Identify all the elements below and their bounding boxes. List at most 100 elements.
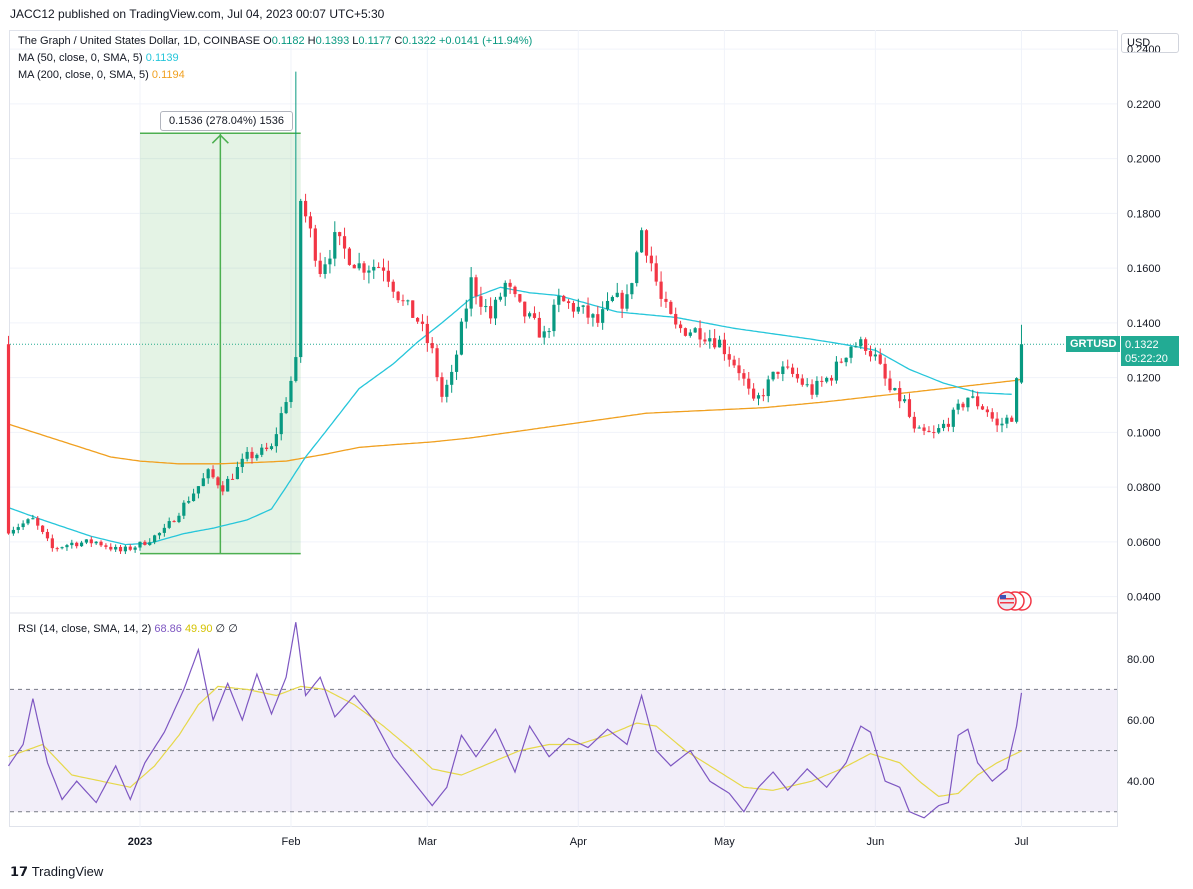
publisher-line: JACC12 published on TradingView.com, Jul…	[10, 7, 385, 21]
candle-body	[790, 367, 795, 374]
candle-body	[703, 339, 707, 342]
candle-body	[367, 270, 371, 273]
rsi-extra-1: ∅	[215, 623, 226, 635]
candle-body	[1019, 344, 1024, 383]
high-value: 0.1393	[315, 35, 350, 47]
legend-rsi[interactable]: RSI (14, close, SMA, 14, 2) 68.86 49.90 …	[18, 621, 238, 638]
currency-button[interactable]: USD	[1121, 33, 1179, 53]
candle-body	[347, 248, 352, 265]
candle-body	[55, 548, 59, 550]
candle-body	[435, 348, 439, 378]
candle-body	[196, 486, 201, 494]
price-tick-label: 0.2200	[1127, 99, 1161, 111]
candle-body	[922, 427, 926, 431]
candle-body	[503, 282, 507, 297]
candle-body	[664, 298, 668, 302]
candle-body	[591, 314, 595, 318]
candle-body	[294, 357, 298, 381]
candle-body	[596, 314, 600, 323]
time-tick-label: Mar	[418, 836, 437, 848]
candle-body	[328, 258, 332, 265]
candle-body	[221, 485, 225, 492]
candle-body	[951, 409, 955, 427]
time-tick-label: 2023	[128, 836, 152, 848]
candle-body	[752, 388, 756, 399]
candle-body	[946, 423, 951, 427]
time-tick-label: Apr	[570, 836, 587, 848]
candle-body	[518, 294, 522, 302]
candle-body	[771, 371, 775, 380]
legend-ma200[interactable]: MA (200, close, 0, SMA, 5) 0.1194	[18, 67, 185, 84]
candle-body	[60, 547, 64, 549]
candle-body	[338, 232, 342, 237]
candle-body	[980, 406, 985, 410]
candle-body	[16, 527, 20, 530]
candle-body	[323, 264, 327, 274]
candle-body	[454, 354, 459, 372]
candle-body	[605, 300, 610, 310]
candle-body	[464, 308, 468, 322]
candle-body	[89, 539, 93, 544]
legend-ohlc[interactable]: The Graph / United States Dollar, 1D, CO…	[18, 33, 532, 50]
candle-body	[601, 309, 605, 323]
candle-body	[201, 478, 205, 487]
candle-body	[513, 286, 517, 295]
legend-ma50[interactable]: MA (50, close, 0, SMA, 5) 0.1139	[18, 50, 179, 67]
candle-body	[206, 469, 210, 479]
candle-body	[498, 296, 502, 300]
candle-body	[45, 531, 50, 539]
candle-body	[1015, 378, 1019, 422]
candle-body	[430, 343, 434, 349]
candle-body	[240, 458, 244, 468]
candle-body	[717, 339, 722, 348]
candle-body	[630, 283, 634, 295]
candle-body	[26, 519, 30, 524]
candle-body	[542, 331, 546, 338]
candle-body	[776, 371, 780, 375]
candle-body	[669, 301, 673, 314]
candle-body	[640, 230, 644, 253]
candle-body	[528, 313, 532, 317]
candle-body	[586, 305, 590, 318]
candle-body	[956, 403, 960, 410]
candle-body	[411, 300, 415, 318]
candle-body	[820, 380, 824, 382]
time-tick-label: Jun	[866, 836, 884, 848]
candle-body	[927, 430, 931, 433]
close-value: 0.1322	[402, 35, 436, 47]
change-value: +0.0141 (+11.94%)	[438, 35, 533, 47]
candle-body	[742, 373, 746, 379]
candle-body	[84, 539, 89, 543]
candle-body	[172, 521, 176, 523]
candle-body	[654, 263, 658, 282]
price-tick-label: 0.2000	[1127, 154, 1161, 166]
candle-body	[678, 324, 683, 329]
candle-body	[162, 527, 166, 533]
price-tick-label: 0.1800	[1127, 208, 1161, 220]
candle-body	[898, 388, 902, 402]
flag-events-icon[interactable]	[996, 590, 1036, 612]
candle-body	[279, 413, 283, 435]
candle-body	[532, 313, 537, 318]
low-value: 0.1177	[358, 35, 392, 47]
candle-body	[493, 299, 498, 319]
tradingview-logo[interactable]: 𝟭𝟳 TradingView	[10, 864, 103, 880]
candle-body	[308, 216, 313, 229]
candle-body	[425, 323, 429, 344]
candle-body	[781, 366, 785, 375]
candle-body	[303, 200, 308, 217]
price-tick-label: 0.0400	[1127, 592, 1161, 604]
price-tick-label: 0.1600	[1127, 263, 1161, 275]
candle-body	[157, 532, 162, 536]
open-label: O	[263, 35, 272, 47]
candle-body	[469, 277, 473, 309]
candle-body	[976, 396, 980, 407]
candle-body	[440, 377, 444, 397]
candle-body	[756, 395, 761, 399]
price-tick-label: 0.1000	[1127, 427, 1161, 439]
time-tick-label: May	[714, 836, 735, 848]
ma200-label: MA (200, close, 0, SMA, 5)	[18, 69, 149, 81]
candle-body	[917, 427, 921, 429]
candle-body	[698, 328, 702, 340]
